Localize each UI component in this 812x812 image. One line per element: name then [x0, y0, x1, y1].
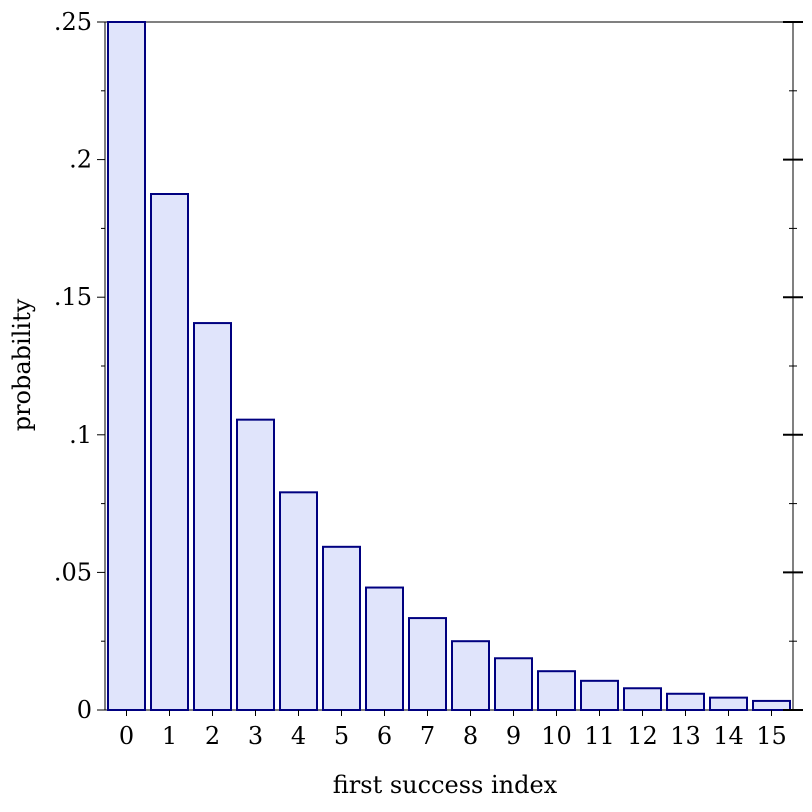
y-tick-label: .05 [54, 558, 92, 586]
bar-6 [365, 586, 404, 711]
x-tick-label: 6 [377, 722, 392, 750]
x-tick-label: 10 [541, 722, 572, 750]
x-tick-label: 4 [291, 722, 306, 750]
x-tick-label: 3 [248, 722, 263, 750]
bar-8 [451, 640, 490, 712]
y-tick-label: .25 [54, 8, 92, 36]
x-axis-ticks: 0 1 2 3 4 5 6 7 8 9 10 11 12 13 14 15 [119, 710, 787, 750]
x-tick-label: 9 [506, 722, 521, 750]
bar-4 [279, 491, 318, 711]
x-tick-label: 14 [713, 722, 744, 750]
bar-13 [666, 692, 705, 712]
x-tick-label: 7 [420, 722, 435, 750]
bar-12 [623, 687, 662, 712]
x-tick-label: 8 [463, 722, 478, 750]
y-tick-label: .1 [69, 421, 92, 449]
bar-11 [580, 679, 619, 712]
bar-10 [537, 670, 576, 712]
bar-9 [494, 657, 533, 712]
bar-5 [322, 545, 361, 711]
y-tick-label: .2 [69, 146, 92, 174]
bar-3 [236, 418, 275, 711]
bar-0 [107, 21, 146, 711]
bars-group [107, 21, 791, 712]
y-tick-label: .15 [54, 283, 92, 311]
x-tick-label: 11 [584, 722, 615, 750]
y-axis-ticks: 0 .05 .1 .15 .2 .25 [54, 8, 803, 724]
bar-1 [150, 193, 189, 711]
x-tick-label: 15 [756, 722, 787, 750]
y-axis-title: probability [8, 298, 36, 431]
x-axis-title: first success index [333, 771, 558, 799]
bar-2 [193, 322, 232, 711]
bar-15 [752, 699, 791, 711]
y-tick-label: 0 [77, 696, 92, 724]
bar-7 [408, 617, 447, 712]
x-tick-label: 13 [670, 722, 701, 750]
bar-14 [709, 696, 748, 711]
x-tick-label: 0 [119, 722, 134, 750]
x-tick-label: 1 [162, 722, 177, 750]
x-tick-label: 5 [334, 722, 349, 750]
x-tick-label: 12 [627, 722, 658, 750]
x-tick-label: 2 [205, 722, 220, 750]
